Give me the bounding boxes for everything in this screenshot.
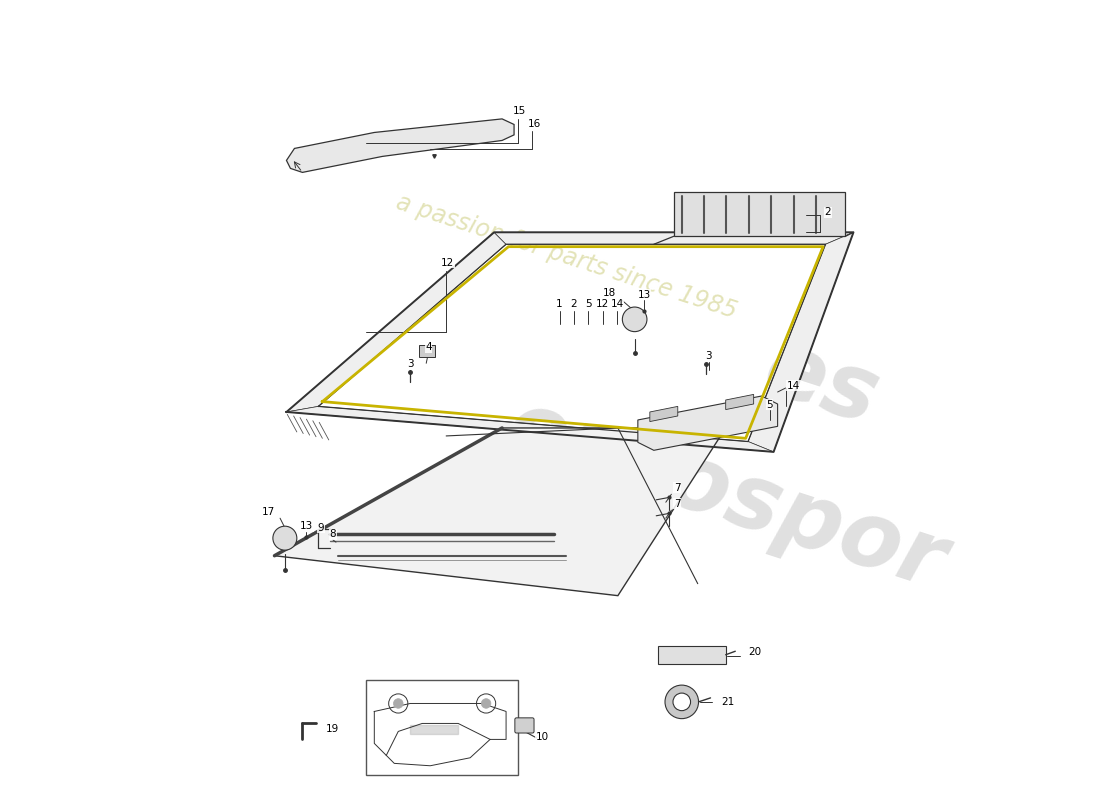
Text: 14: 14 xyxy=(786,381,800,390)
FancyBboxPatch shape xyxy=(419,345,435,357)
Text: 21: 21 xyxy=(722,697,735,707)
Circle shape xyxy=(673,693,691,710)
Circle shape xyxy=(273,526,297,550)
Text: eurospor: eurospor xyxy=(495,383,957,608)
Text: 10: 10 xyxy=(536,732,549,742)
Polygon shape xyxy=(286,406,773,452)
Text: 12: 12 xyxy=(596,299,609,309)
Circle shape xyxy=(394,698,403,708)
Text: 13: 13 xyxy=(300,521,313,531)
Text: 9: 9 xyxy=(318,522,324,533)
Text: 7: 7 xyxy=(673,499,680,509)
Text: 1: 1 xyxy=(557,299,563,309)
Circle shape xyxy=(623,307,647,332)
Text: 7: 7 xyxy=(673,483,680,493)
Polygon shape xyxy=(275,428,726,596)
Text: 18: 18 xyxy=(603,288,616,298)
Text: 16: 16 xyxy=(527,118,541,129)
Text: 2: 2 xyxy=(571,299,578,309)
Text: 12: 12 xyxy=(441,258,454,268)
Polygon shape xyxy=(674,192,846,236)
Text: 14: 14 xyxy=(610,299,624,309)
Circle shape xyxy=(666,685,698,718)
Text: a passion for parts since 1985: a passion for parts since 1985 xyxy=(393,190,739,323)
Text: 13: 13 xyxy=(638,290,651,299)
Text: 5: 5 xyxy=(585,299,592,309)
Text: 19: 19 xyxy=(327,724,340,734)
Text: 17: 17 xyxy=(262,507,275,517)
Polygon shape xyxy=(286,119,514,172)
Polygon shape xyxy=(748,232,854,452)
Text: es: es xyxy=(754,325,890,444)
Polygon shape xyxy=(638,396,778,450)
Polygon shape xyxy=(286,232,506,412)
FancyBboxPatch shape xyxy=(515,718,534,733)
Polygon shape xyxy=(658,646,726,663)
Text: 3: 3 xyxy=(705,351,712,361)
Text: 3: 3 xyxy=(407,359,414,369)
Text: 2: 2 xyxy=(825,207,832,218)
Circle shape xyxy=(482,698,491,708)
Text: 8: 8 xyxy=(330,529,337,539)
Text: 5: 5 xyxy=(767,400,773,410)
FancyBboxPatch shape xyxy=(366,679,518,775)
Polygon shape xyxy=(726,394,754,410)
Text: 4: 4 xyxy=(426,342,432,352)
Polygon shape xyxy=(650,406,678,422)
Polygon shape xyxy=(494,232,854,244)
Polygon shape xyxy=(410,725,459,734)
Text: 20: 20 xyxy=(748,646,761,657)
Text: 15: 15 xyxy=(513,106,526,116)
